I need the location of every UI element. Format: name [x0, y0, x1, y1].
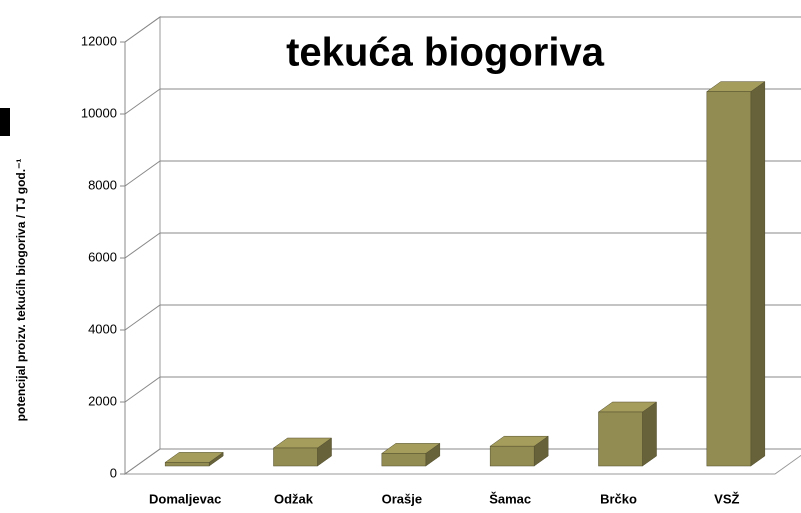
bar — [164, 462, 210, 467]
grid-line — [124, 16, 801, 43]
decoration — [0, 108, 10, 136]
y-tick-label: 6000 — [88, 249, 117, 264]
grid-line — [124, 304, 801, 331]
bar — [381, 453, 427, 467]
y-tick-label: 12000 — [81, 33, 117, 48]
bar — [273, 447, 318, 467]
y-tick-label: 4000 — [88, 321, 117, 336]
y-axis-label: potencijal proizv. tekućih biogoriva / T… — [14, 159, 28, 422]
y-tick-label: 0 — [110, 465, 117, 480]
grid-line — [124, 232, 801, 259]
y-tick-label: 2000 — [88, 393, 117, 408]
x-tick-label: Orašje — [382, 491, 422, 506]
x-tick-label: Šamac — [489, 491, 531, 506]
grid-line — [124, 376, 801, 403]
chart-title: tekuća biogoriva — [286, 31, 605, 75]
bar — [706, 91, 752, 467]
x-tick-label: VSŽ — [714, 491, 739, 506]
grid-line — [124, 160, 801, 187]
x-tick-label: Odžak — [274, 491, 314, 506]
y-tick-label: 8000 — [88, 177, 117, 192]
y-tick-label: 10000 — [81, 105, 117, 120]
bar — [489, 445, 535, 467]
grid-line — [124, 88, 801, 115]
bar-side — [642, 401, 657, 467]
bar-side — [750, 81, 766, 467]
floor — [123, 448, 801, 475]
bar — [598, 411, 643, 467]
x-tick-label: Domaljevac — [149, 491, 221, 506]
x-tick-label: Brčko — [600, 491, 637, 506]
